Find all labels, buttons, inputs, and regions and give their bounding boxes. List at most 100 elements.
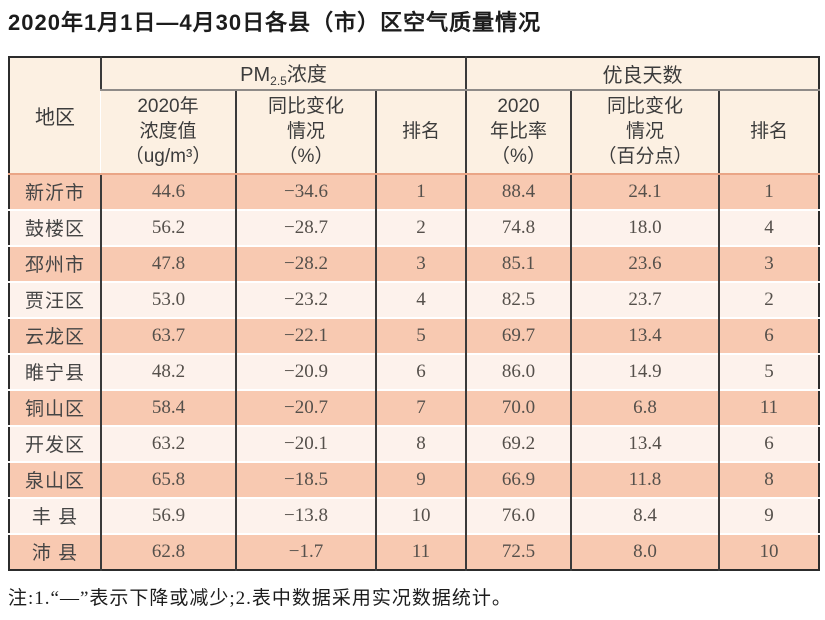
pm-value-cell: 53.0 bbox=[100, 280, 236, 318]
pm-change-cell: −13.8 bbox=[235, 496, 376, 534]
table-header: 地区 PM2.5浓度 优良天数 2020年 浓度值 （ug/m³） 同比变化 情… bbox=[9, 56, 820, 175]
column-group-good-days: 优良天数 bbox=[464, 56, 820, 91]
good-change-cell: 6.8 bbox=[570, 388, 719, 426]
good-change-cell: 24.1 bbox=[570, 173, 719, 210]
good-rank-cell: 6 bbox=[717, 316, 820, 354]
pm-change-cell: −1.7 bbox=[235, 532, 376, 570]
page-title: 2020年1月1日—4月30日各县（市）区空气质量情况 bbox=[8, 10, 542, 35]
good-change-cell: 13.4 bbox=[570, 424, 719, 462]
table-row: 鼓楼区 56.2 −28.7 2 74.8 18.0 4 bbox=[9, 208, 820, 246]
pm-change-cell: −22.1 bbox=[235, 316, 376, 354]
good-rank-cell: 9 bbox=[717, 496, 820, 534]
region-cell: 云龙区 bbox=[9, 316, 101, 354]
table-row: 铜山区 58.4 −20.7 7 70.0 6.8 11 bbox=[9, 388, 820, 426]
region-cell: 丰 县 bbox=[9, 496, 101, 534]
pm-value-cell: 56.2 bbox=[100, 208, 236, 246]
region-cell: 贾汪区 bbox=[9, 280, 101, 318]
pm-value-cell: 63.7 bbox=[100, 316, 236, 354]
good-rank-column-header: 排名 bbox=[717, 89, 820, 175]
pm-value-cell: 62.8 bbox=[100, 532, 236, 570]
sub-header-row: 2020年 浓度值 （ug/m³） 同比变化 情况 （%） 排名 2020 年比… bbox=[9, 89, 820, 175]
region-cell: 开发区 bbox=[9, 424, 101, 462]
air-quality-table: 地区 PM2.5浓度 优良天数 2020年 浓度值 （ug/m³） 同比变化 情… bbox=[8, 55, 821, 571]
pm25-label-prefix: PM bbox=[240, 64, 271, 87]
pm-rank-cell: 9 bbox=[375, 460, 466, 498]
good-rank-cell: 4 bbox=[717, 208, 820, 246]
good-rate-cell: 86.0 bbox=[465, 352, 571, 390]
pm-change-cell: −18.5 bbox=[235, 460, 376, 498]
good-change-cell: 18.0 bbox=[570, 208, 719, 246]
good-change-cell: 23.6 bbox=[570, 244, 719, 282]
good-rank-cell: 10 bbox=[717, 532, 820, 570]
good-rate-cell: 72.5 bbox=[465, 532, 571, 570]
table-row: 睢宁县 48.2 −20.9 6 86.0 14.9 5 bbox=[9, 352, 820, 390]
region-cell: 新沂市 bbox=[9, 173, 101, 210]
footnote: 注:1.“—”表示下降或减少;2.表中数据采用实况数据统计。 bbox=[8, 587, 512, 609]
region-column-header: 地区 bbox=[9, 56, 101, 175]
pm25-label-subscript: 2.5 bbox=[270, 74, 287, 89]
region-cell: 泉山区 bbox=[9, 460, 101, 498]
good-change-cell: 8.4 bbox=[570, 496, 719, 534]
column-group-pm25: PM2.5浓度 bbox=[100, 56, 466, 91]
pm-change-cell: −20.9 bbox=[235, 352, 376, 390]
pm-change-cell: −20.7 bbox=[235, 388, 376, 426]
good-rate-cell: 76.0 bbox=[465, 496, 571, 534]
good-rank-cell: 6 bbox=[717, 424, 820, 462]
good-change-column-header: 同比变化 情况 （百分点） bbox=[570, 89, 719, 175]
pm-value-cell: 44.6 bbox=[100, 173, 236, 210]
pm-rank-cell: 2 bbox=[375, 208, 466, 246]
region-cell: 沛 县 bbox=[9, 532, 101, 570]
table-row: 丰 县 56.9 −13.8 10 76.0 8.4 9 bbox=[9, 496, 820, 534]
table-row: 云龙区 63.7 −22.1 5 69.7 13.4 6 bbox=[9, 316, 820, 354]
good-rate-cell: 88.4 bbox=[465, 173, 571, 210]
good-rate-cell: 74.8 bbox=[465, 208, 571, 246]
table-row: 贾汪区 53.0 −23.2 4 82.5 23.7 2 bbox=[9, 280, 820, 318]
good-change-cell: 14.9 bbox=[570, 352, 719, 390]
good-change-cell: 23.7 bbox=[570, 280, 719, 318]
good-change-cell: 8.0 bbox=[570, 532, 719, 570]
table-row: 沛 县 62.8 −1.7 11 72.5 8.0 10 bbox=[9, 532, 820, 570]
region-cell: 铜山区 bbox=[9, 388, 101, 426]
pm-value-cell: 56.9 bbox=[100, 496, 236, 534]
table-row: 泉山区 65.8 −18.5 9 66.9 11.8 8 bbox=[9, 460, 820, 498]
good-rate-cell: 69.7 bbox=[465, 316, 571, 354]
pm-rank-cell: 3 bbox=[375, 244, 466, 282]
pm-rank-cell: 4 bbox=[375, 280, 466, 318]
good-rate-cell: 82.5 bbox=[465, 280, 571, 318]
pm-rank-cell: 7 bbox=[375, 388, 466, 426]
pm-value-cell: 65.8 bbox=[100, 460, 236, 498]
pm-value-cell: 63.2 bbox=[100, 424, 236, 462]
pm-value-cell: 47.8 bbox=[100, 244, 236, 282]
pm-value-cell: 58.4 bbox=[100, 388, 236, 426]
pm25-label-suffix: 浓度 bbox=[286, 64, 327, 87]
region-cell: 邳州市 bbox=[9, 244, 101, 282]
table-body: 新沂市 44.6 −34.6 1 88.4 24.1 1 鼓楼区 56.2 −2… bbox=[9, 173, 820, 570]
group-header-row: 地区 PM2.5浓度 优良天数 bbox=[9, 56, 820, 175]
pm-rank-cell: 6 bbox=[375, 352, 466, 390]
good-rank-cell: 11 bbox=[717, 388, 820, 426]
pm-change-cell: −20.1 bbox=[235, 424, 376, 462]
good-rank-cell: 5 bbox=[717, 352, 820, 390]
good-rank-cell: 8 bbox=[717, 460, 820, 498]
good-change-cell: 13.4 bbox=[570, 316, 719, 354]
good-rate-cell: 85.1 bbox=[465, 244, 571, 282]
good-rate-cell: 70.0 bbox=[465, 388, 571, 426]
pm-rank-cell: 10 bbox=[375, 496, 466, 534]
pm-rank-cell: 11 bbox=[375, 532, 466, 570]
good-rate-cell: 69.2 bbox=[465, 424, 571, 462]
pm-change-cell: −28.2 bbox=[235, 244, 376, 282]
pm-rank-cell: 1 bbox=[375, 173, 466, 210]
table-row: 新沂市 44.6 −34.6 1 88.4 24.1 1 bbox=[9, 173, 820, 210]
pm-change-cell: −23.2 bbox=[235, 280, 376, 318]
pm-change-cell: −34.6 bbox=[235, 173, 376, 210]
good-rank-cell: 3 bbox=[717, 244, 820, 282]
good-rank-cell: 2 bbox=[717, 280, 820, 318]
pm-rank-cell: 5 bbox=[375, 316, 466, 354]
table-row: 开发区 63.2 −20.1 8 69.2 13.4 6 bbox=[9, 424, 820, 462]
region-cell: 睢宁县 bbox=[9, 352, 101, 390]
good-rate-column-header: 2020 年比率 （%） bbox=[465, 89, 571, 175]
pm-rank-column-header: 排名 bbox=[375, 89, 466, 175]
good-change-cell: 11.8 bbox=[570, 460, 719, 498]
pm-change-cell: −28.7 bbox=[235, 208, 376, 246]
